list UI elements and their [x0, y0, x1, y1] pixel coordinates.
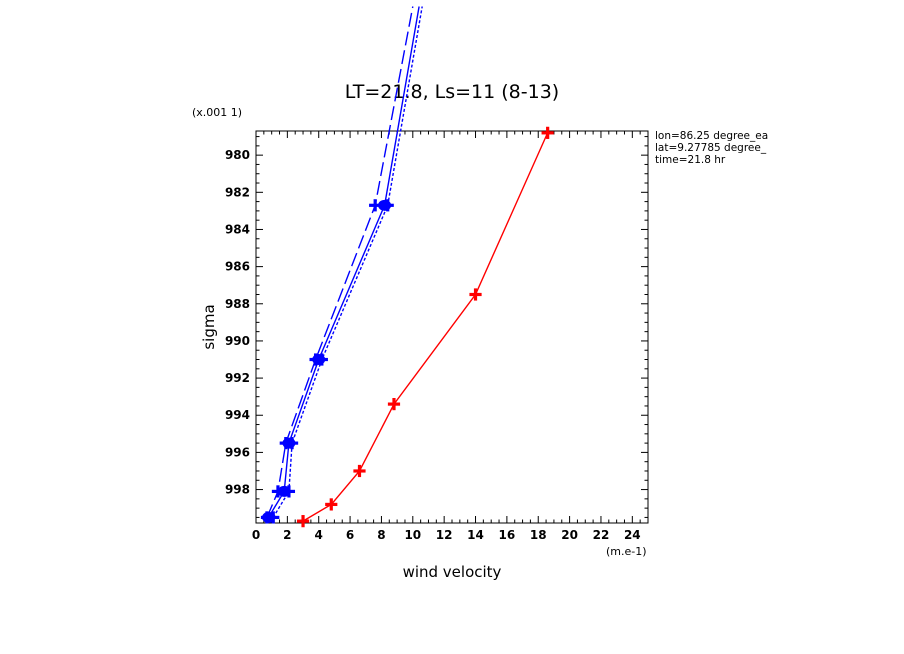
y-tick-label: 994	[225, 408, 250, 422]
data-point	[267, 511, 280, 524]
data-point	[296, 515, 310, 528]
y-tick-label: 988	[225, 297, 250, 311]
y-axis-label: sigma	[200, 304, 218, 349]
data-point	[387, 397, 401, 411]
annotation-line: time=21.8 hr	[655, 154, 726, 166]
x-axis-label: wind velocity	[403, 563, 502, 581]
data-point	[325, 498, 338, 511]
x-tick-label: 24	[624, 528, 641, 542]
series-line	[266, 6, 414, 518]
data-point	[271, 485, 285, 498]
data-point	[315, 353, 328, 366]
annotation-line: lon=86.25 degree_ea	[655, 130, 768, 142]
data-point	[369, 199, 382, 212]
x-tick-label: 18	[530, 528, 547, 542]
x-tick-label: 10	[404, 528, 421, 542]
x-tick-label: 6	[346, 528, 354, 542]
data-point	[285, 437, 299, 450]
series-line	[272, 6, 423, 518]
axes: 0 2 4 6 8 10 12 14 16 18 20 22 249809829849869889909…	[225, 130, 649, 542]
series-line	[302, 132, 549, 522]
data-point	[353, 464, 366, 478]
x-tick-label: 12	[436, 528, 453, 542]
data-point	[469, 288, 482, 301]
data-point	[381, 199, 394, 212]
series-1	[296, 126, 554, 528]
y-tick-label: 982	[225, 185, 250, 199]
data-point	[541, 126, 554, 139]
x-tick-label: 2	[283, 528, 291, 542]
y-tick-label: 996	[225, 445, 250, 459]
x-tick-label: 16	[499, 528, 516, 542]
chart-title: LT=21.8, Ls=11 (8-13)	[345, 81, 559, 103]
x-tick-label: 14	[467, 528, 484, 542]
x-tick-label: 8	[377, 528, 385, 542]
x-tick-label: 20	[561, 528, 578, 542]
y-tick-label: 986	[225, 260, 250, 274]
y-tick-label: 984	[225, 222, 250, 236]
data-point	[282, 485, 296, 498]
series-4	[267, 6, 423, 524]
series-layer	[260, 6, 554, 528]
x-units-label: (m.e-1)	[606, 545, 647, 558]
y-units-label: (x.001 1)	[192, 106, 242, 119]
y-tick-label: 992	[225, 371, 250, 385]
annotation-line: lat=9.27785 degree_	[655, 142, 767, 154]
y-tick-label: 980	[225, 148, 250, 162]
x-tick-label: 22	[593, 528, 610, 542]
x-tick-label: 4	[315, 528, 323, 542]
y-tick-label: 998	[225, 483, 250, 497]
y-tick-label: 990	[225, 334, 250, 348]
x-tick-label: 0	[252, 528, 260, 542]
